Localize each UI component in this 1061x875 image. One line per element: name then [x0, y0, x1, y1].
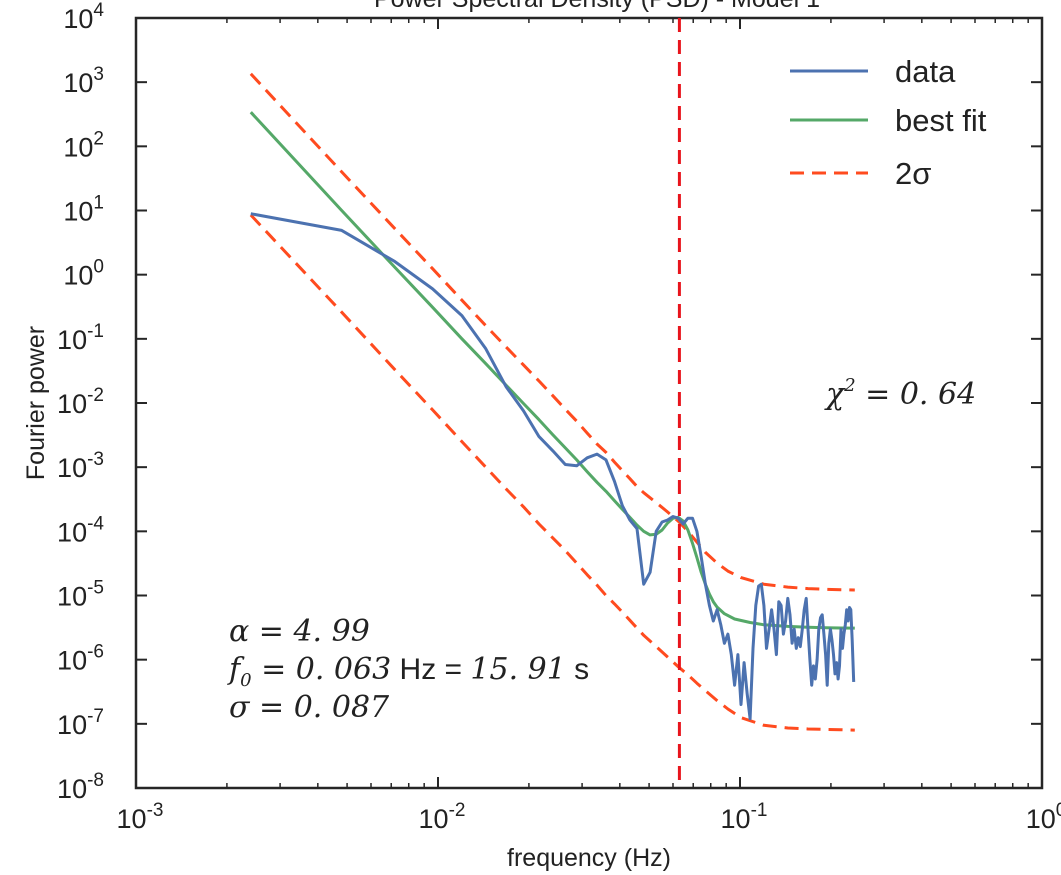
y-tick-labels: 104 103 102 101 100 10-1 10-2 10-3 10-4 10-5 10-6 1… [57, 0, 104, 804]
chart-title: Power Spectral Density (PSD) - Model 1 [374, 0, 820, 13]
series-layer [249, 72, 856, 732]
series-line-2-lower [249, 213, 855, 732]
y-tick-label: 10-1 [57, 321, 104, 355]
series-line-2-upper [249, 72, 855, 592]
alpha-value: = 4. 99 [249, 614, 370, 649]
legend-label-2sigma: 2σ [895, 156, 931, 191]
y-tick-label: 10-8 [57, 770, 104, 804]
sigma-value: = 0. 087 [249, 690, 390, 725]
y-tick-label: 10-3 [57, 449, 104, 483]
f0-hz-unit: Hz = [391, 653, 470, 686]
f0-annotation: f0 = 0. 063 Hz = 15. 91 s [227, 652, 589, 691]
legend: data best fit 2σ [790, 54, 987, 191]
chi-sup: 2 [843, 375, 855, 396]
x-tick-label: 10-1 [721, 800, 768, 834]
y-axis-label: Fourier power [22, 326, 50, 480]
f0-sub: 0 [240, 670, 251, 691]
chi-symbol: χ [824, 377, 846, 412]
y-tick-label: 100 [63, 257, 104, 291]
legend-label-best-fit: best fit [895, 103, 987, 138]
y-tick-label: 10-6 [57, 642, 104, 676]
sigma-annotation: σ = 0. 087 [229, 690, 390, 725]
alpha-annotation: α = 4. 99 [229, 614, 370, 649]
sigma-symbol: σ [229, 690, 251, 725]
y-tick-label: 103 [63, 64, 104, 98]
y-tick-label: 10-2 [57, 385, 104, 419]
y-tick-label: 10-4 [57, 513, 104, 547]
f0-seconds-unit: s [566, 653, 589, 686]
x-tick-label: 10-3 [117, 800, 164, 834]
y-tick-label: 102 [63, 128, 104, 162]
y-tick-label: 10-5 [57, 578, 104, 612]
y-tick-label: 10-7 [57, 706, 104, 740]
x-tick-label: 100 [1026, 800, 1061, 834]
f0-value: = 0. 063 [252, 652, 392, 687]
y-tick-label: 101 [63, 193, 104, 227]
chi-squared-annotation: χ2 = 0. 64 [824, 375, 976, 412]
series-line-data [250, 212, 856, 721]
y-tick-label: 104 [63, 0, 104, 34]
legend-label-data: data [895, 54, 956, 89]
f0-seconds-value: 15. 91 [470, 652, 565, 687]
x-tick-label: 10-2 [419, 800, 466, 834]
x-tick-labels: 10-3 10-2 10-1 100 [117, 800, 1061, 834]
ticks-layer [135, 17, 1043, 789]
series-line-best-fit [249, 111, 855, 630]
alpha-symbol: α [229, 614, 249, 649]
x-axis-label: frequency (Hz) [507, 844, 671, 872]
chi-value: = 0. 64 [856, 377, 977, 412]
